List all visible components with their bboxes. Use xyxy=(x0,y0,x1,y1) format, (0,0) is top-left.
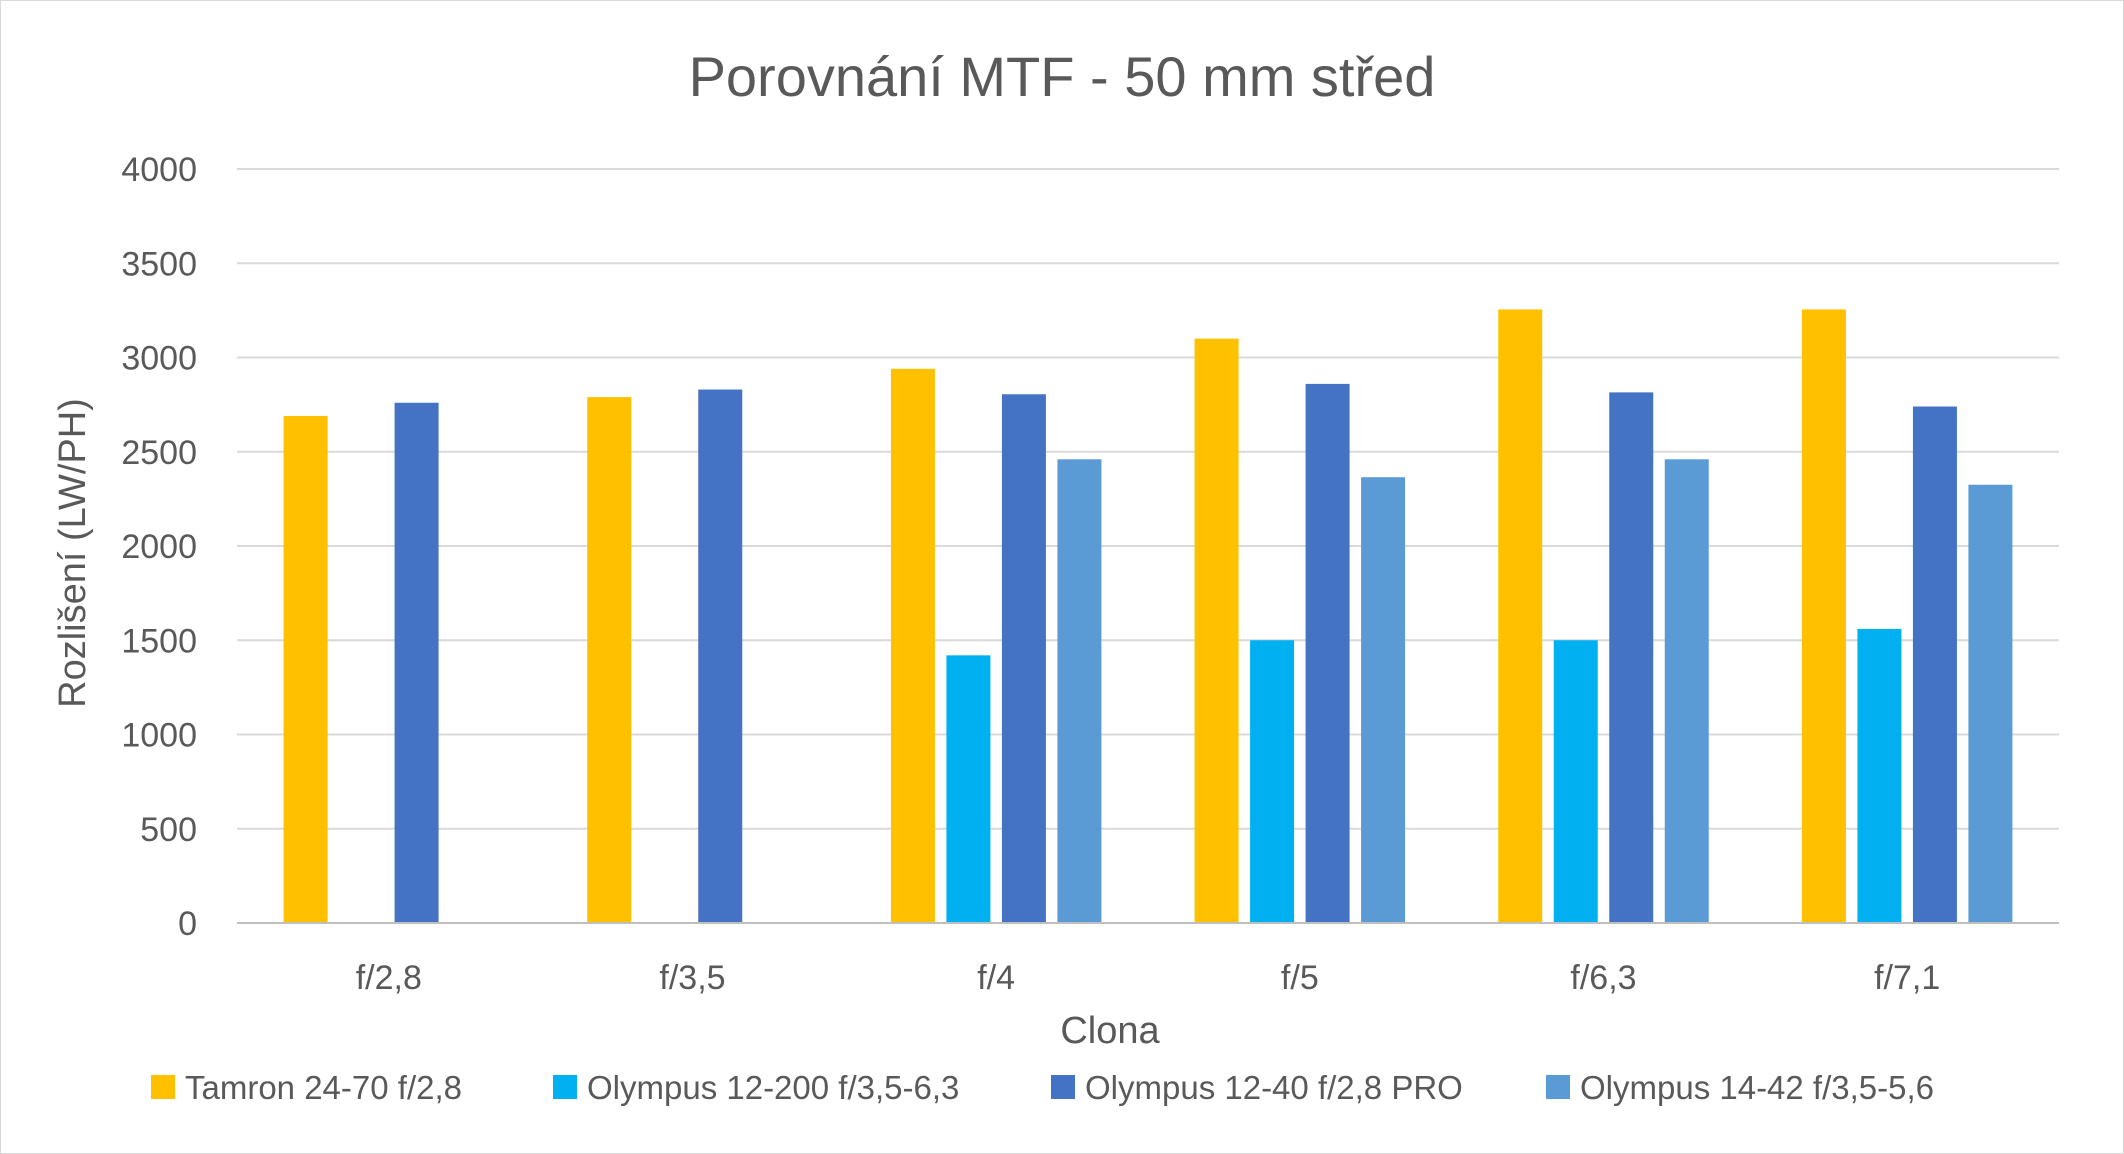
legend-swatch xyxy=(1051,1075,1075,1099)
legend-swatch xyxy=(151,1075,175,1099)
bar-3-f63 xyxy=(1609,392,1654,923)
legend-label: Tamron 24-70 f/2,8 xyxy=(185,1069,462,1106)
y-tick-label: 3000 xyxy=(121,340,197,378)
bar-3-f71 xyxy=(1912,406,1957,923)
y-tick-label: 500 xyxy=(140,811,197,849)
x-tick-label: f/3,5 xyxy=(659,959,725,997)
bar-4-f5 xyxy=(1361,477,1406,923)
x-tick-label: f/7,1 xyxy=(1874,959,1940,997)
legend-label: Olympus 12-40 f/2,8 PRO xyxy=(1085,1069,1463,1106)
gridlines xyxy=(237,168,2059,830)
bar-1-f4 xyxy=(890,368,935,923)
bars xyxy=(283,309,2013,924)
y-tick-label: 4000 xyxy=(121,151,197,189)
y-tick-label: 2000 xyxy=(121,528,197,566)
bar-1-f35 xyxy=(587,397,632,924)
y-tick-label: 1500 xyxy=(121,622,197,660)
x-tick-label: f/6,3 xyxy=(1570,959,1636,997)
y-tick-label: 1000 xyxy=(121,717,197,755)
bar-3-f5 xyxy=(1305,383,1350,923)
bar-1-f63 xyxy=(1498,309,1543,923)
y-axis-ticks: 0 500 1000 1500 2000 2500 3000 3500 4000 xyxy=(121,151,197,943)
bar-2-f71 xyxy=(1857,628,1902,923)
legend-swatch xyxy=(1546,1075,1570,1099)
legend-label: Olympus 14-42 f/3,5-5,6 xyxy=(1580,1069,1934,1106)
y-tick-label: 3500 xyxy=(121,245,197,283)
bar-2-f4 xyxy=(946,655,991,923)
bar-1-f5 xyxy=(1194,338,1239,923)
legend-label: Olympus 12-200 f/3,5-6,3 xyxy=(587,1069,959,1106)
bar-4-f71 xyxy=(1968,484,2013,923)
bar-4-f4 xyxy=(1057,459,1102,923)
bar-2-f63 xyxy=(1553,640,1598,923)
x-tick-label: f/4 xyxy=(977,959,1015,997)
y-axis-title: Rozlišení (LW/PH) xyxy=(52,398,94,708)
bar-3-f4 xyxy=(1001,394,1046,923)
x-axis-ticks: f/2,8 f/3,5 f/4 f/5 f/6,3 f/7,1 xyxy=(356,959,1941,997)
chart-title: Porovnání MTF - 50 mm střed xyxy=(689,45,1436,108)
y-tick-label: 2500 xyxy=(121,434,197,472)
y-tick-label: 0 xyxy=(178,905,197,943)
bar-3-f28 xyxy=(394,402,439,923)
x-tick-label: f/5 xyxy=(1281,959,1319,997)
bar-2-f5 xyxy=(1250,640,1295,923)
x-axis-title: Clona xyxy=(1060,1010,1160,1052)
legend: Tamron 24-70 f/2,8 Olympus 12-200 f/3,5-6… xyxy=(151,1069,1934,1106)
x-tick-label: f/2,8 xyxy=(356,959,422,997)
bar-1-f28 xyxy=(283,415,328,923)
bar-4-f63 xyxy=(1664,459,1709,923)
bar-1-f71 xyxy=(1801,309,1846,923)
bar-3-f35 xyxy=(698,389,743,923)
legend-swatch xyxy=(553,1075,577,1099)
